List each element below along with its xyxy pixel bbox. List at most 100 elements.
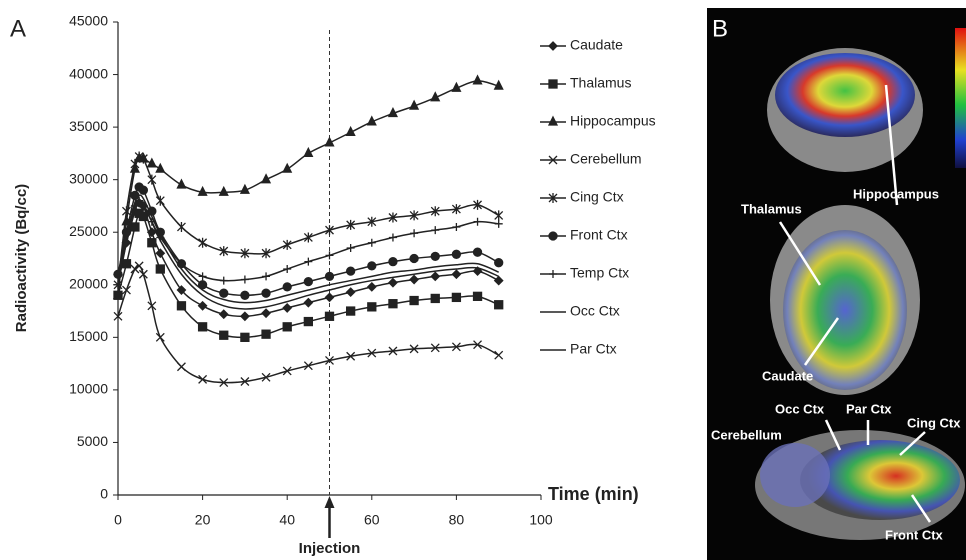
marker	[155, 248, 166, 259]
marker	[346, 219, 356, 230]
y-tick-label: 15000	[69, 328, 108, 344]
marker	[409, 295, 419, 306]
marker	[324, 271, 335, 282]
marker	[240, 275, 249, 284]
panel-label: A	[10, 15, 26, 42]
marker	[146, 157, 157, 168]
region-label: Front Ctx	[885, 527, 944, 542]
marker	[346, 243, 355, 252]
marker	[367, 238, 376, 247]
marker	[219, 378, 229, 387]
marker	[240, 248, 250, 259]
marker	[494, 258, 504, 268]
marker	[130, 222, 140, 232]
marker	[494, 300, 504, 310]
marker	[112, 288, 124, 299]
marker	[430, 251, 440, 262]
marker	[240, 332, 250, 342]
marker	[303, 232, 313, 243]
marker	[134, 261, 144, 271]
panel-label: B	[712, 15, 728, 42]
y-axis-label: Radioactivity (Bq/cc)	[13, 184, 30, 332]
marker	[473, 199, 483, 210]
y-tick-label: 40000	[69, 65, 108, 81]
marker	[324, 292, 335, 303]
marker	[324, 136, 335, 147]
y-tick-label: 5000	[77, 433, 108, 449]
x-tick-label: 0	[114, 512, 122, 528]
marker	[240, 377, 250, 386]
marker	[218, 309, 229, 320]
marker	[130, 158, 140, 169]
chart-a: A Radioactivity (Bq/cc) Time (min) 0 5000…	[10, 13, 656, 557]
y-tick-label: 20000	[69, 275, 108, 291]
region-label: Par Ctx	[846, 401, 892, 416]
colorbar	[955, 28, 966, 168]
marker	[155, 332, 165, 342]
x-tick-label: 80	[449, 512, 465, 528]
marker	[113, 311, 123, 321]
marker	[472, 247, 483, 257]
legend-label: Par Ctx	[570, 341, 617, 357]
marker	[155, 162, 166, 173]
panel-b: B Hippocampus Thalamus Caudate Occ Ctx P…	[707, 8, 966, 560]
region-label: Occ Ctx	[775, 401, 825, 416]
marker	[367, 261, 377, 271]
marker	[366, 281, 377, 292]
marker	[548, 231, 558, 241]
marker	[121, 259, 132, 269]
legend-label: Temp Ctx	[570, 265, 629, 281]
marker	[366, 115, 377, 126]
marker	[494, 350, 504, 360]
marker	[345, 306, 356, 316]
marker	[138, 211, 149, 222]
marker	[303, 276, 314, 287]
marker	[548, 155, 558, 165]
marker	[219, 288, 229, 298]
marker	[548, 41, 558, 51]
marker	[346, 351, 356, 361]
marker	[325, 251, 334, 260]
marker	[198, 374, 208, 384]
marker	[409, 344, 419, 354]
marker	[219, 276, 228, 285]
marker	[219, 246, 229, 257]
marker	[130, 264, 140, 274]
marker	[155, 264, 165, 274]
marker	[147, 301, 157, 311]
marker	[388, 299, 398, 309]
marker	[147, 238, 157, 248]
x-tick-label: 20	[195, 512, 211, 528]
legend-label: Cing Ctx	[570, 189, 624, 205]
marker	[282, 302, 293, 313]
marker	[472, 291, 483, 301]
marker	[176, 285, 187, 295]
marker	[282, 162, 293, 173]
marker	[388, 346, 398, 356]
marker	[547, 115, 559, 126]
marker	[304, 257, 313, 266]
x-tick-label: 100	[529, 512, 553, 528]
marker	[345, 287, 356, 298]
marker	[548, 193, 558, 203]
marker	[325, 225, 334, 236]
marker	[282, 366, 292, 376]
marker	[451, 269, 462, 280]
marker	[430, 91, 441, 102]
marker	[138, 269, 148, 279]
legend-label: Cerebellum	[570, 151, 642, 167]
marker	[303, 146, 314, 158]
marker	[409, 99, 420, 110]
marker	[147, 174, 157, 185]
marker	[452, 222, 461, 231]
marker	[261, 372, 271, 382]
marker	[388, 233, 397, 242]
y-tick-label: 35000	[69, 118, 108, 134]
marker	[155, 195, 165, 206]
marker	[176, 221, 186, 232]
marker	[283, 265, 292, 274]
injection-label: Injection	[299, 540, 361, 557]
marker	[472, 74, 483, 85]
region-label: Cerebellum	[711, 427, 782, 442]
